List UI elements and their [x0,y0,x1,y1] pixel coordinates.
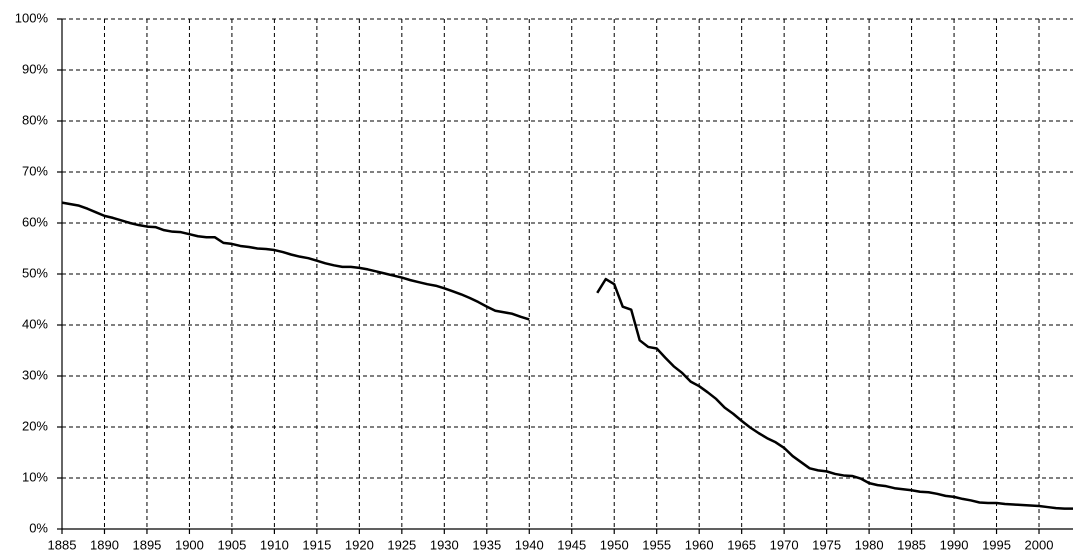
x-tick-label: 1960 [685,537,714,552]
x-tick-label: 1940 [515,537,544,552]
x-tick-label: 1935 [472,537,501,552]
x-tick-label: 1980 [855,537,884,552]
x-tick-label: 2000 [1025,537,1054,552]
y-tick-label: 40% [22,316,48,331]
x-tick-label: 1965 [727,537,756,552]
y-tick-label: 100% [15,10,49,25]
y-tick-label: 30% [22,367,48,382]
x-tick-label: 1925 [387,537,416,552]
x-tick-label: 1895 [132,537,161,552]
y-tick-label: 50% [22,265,48,280]
data-line [61,201,1073,510]
y-tick-label: 20% [22,418,48,433]
x-tick-label: 1905 [217,537,246,552]
y-tick-label: 10% [22,469,48,484]
x-tick-label: 1910 [260,537,289,552]
y-tick-label: 0% [29,520,48,535]
x-tick-label: 1995 [982,537,1011,552]
x-tick-label: 1985 [897,537,926,552]
x-tick-label: 1885 [48,537,77,552]
y-tick-label: 90% [22,61,48,76]
x-tick-label: 1900 [175,537,204,552]
x-tick-label: 1975 [812,537,841,552]
y-tick-label: 60% [22,214,48,229]
x-tick-label: 1990 [940,537,969,552]
x-tick-label: 1915 [302,537,331,552]
x-tick-label: 1950 [600,537,629,552]
x-tick-label: 1970 [770,537,799,552]
x-tick-label: 1930 [430,537,459,552]
x-tick-label: 1945 [557,537,586,552]
y-tick-label: 80% [22,112,48,127]
x-tick-label: 1890 [90,537,119,552]
y-tick-label: 70% [22,163,48,178]
x-tick-label: 1955 [642,537,671,552]
x-tick-label: 1920 [345,537,374,552]
